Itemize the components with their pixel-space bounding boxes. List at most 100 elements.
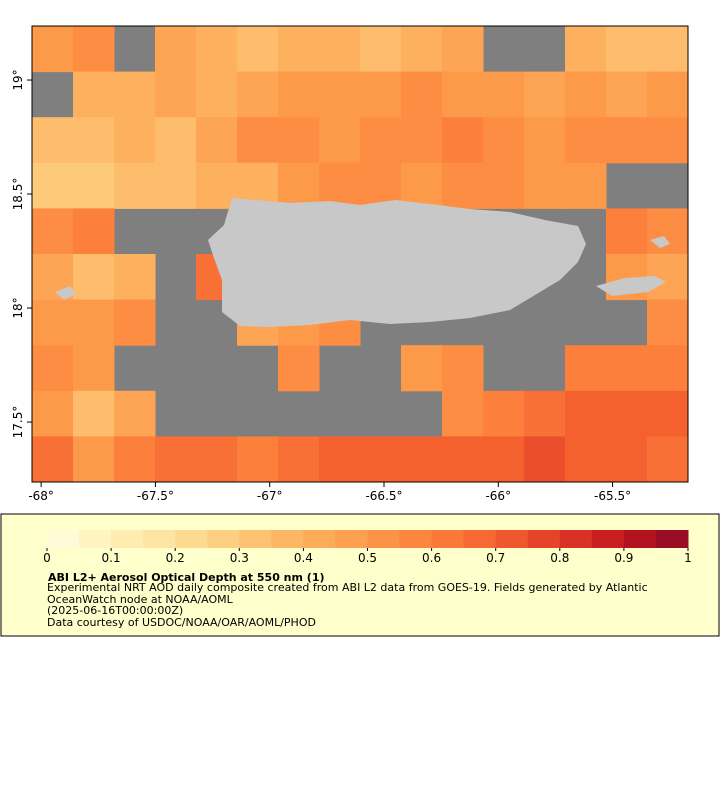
aod-cell	[155, 162, 197, 209]
aod-cell	[442, 436, 484, 483]
aod-cell	[524, 436, 566, 483]
colorbar-tick-label: 0.5	[358, 551, 377, 565]
aod-cell	[237, 436, 279, 483]
aod-cell	[278, 117, 320, 164]
colorbar-tick-label: 0.8	[550, 551, 569, 565]
legend-title: ABI L2+ Aerosol Optical Depth at 550 nm …	[48, 571, 325, 584]
aod-cell	[237, 117, 279, 164]
aod-cell	[360, 71, 402, 118]
colorbar-tick-label: 0.3	[230, 551, 249, 565]
y-tick-label: 18.5°	[11, 178, 25, 211]
aod-cell	[32, 299, 74, 346]
aod-cell	[73, 208, 115, 255]
colorbar-step	[303, 530, 336, 548]
vieques	[596, 276, 666, 296]
aod-cell	[647, 71, 689, 118]
aod-cell	[565, 390, 607, 437]
colorbar-step	[591, 530, 625, 548]
colorbar-step	[207, 530, 240, 548]
colorbar-tick-label: 0.2	[166, 551, 185, 565]
colorbar-step	[239, 530, 272, 548]
aod-cell	[483, 162, 525, 209]
aod-cell	[73, 254, 115, 301]
colorbar-tick-label: 0	[43, 551, 51, 565]
aod-cell	[73, 71, 115, 118]
aod-cell	[565, 26, 607, 73]
colorbar-step	[399, 530, 433, 548]
aod-cell	[319, 26, 361, 73]
legend-info: Experimental NRT AOD daily composite cre…	[47, 582, 687, 628]
culebra	[650, 236, 670, 248]
aod-cell	[606, 390, 648, 437]
aod-cell	[524, 162, 566, 209]
colorbar-tick-label: 0.4	[294, 551, 313, 565]
colorbar-step	[655, 530, 689, 548]
aod-cell	[278, 26, 320, 73]
aod-cell	[442, 117, 484, 164]
aod-cell	[73, 345, 115, 392]
aod-cell	[32, 117, 74, 164]
aod-cell	[401, 345, 443, 392]
colorbar-step	[367, 530, 401, 548]
aod-cell	[401, 71, 443, 118]
aod-cell	[647, 299, 689, 346]
aod-cell	[565, 117, 607, 164]
aod-cell	[114, 117, 156, 164]
aod-cell	[606, 26, 648, 73]
aod-cell	[155, 26, 197, 73]
colorbar-tick-label: 0.1	[102, 551, 121, 565]
aod-cell	[483, 117, 525, 164]
land	[55, 198, 670, 327]
x-tick-label: -67°	[257, 489, 283, 503]
aod-cell	[196, 71, 238, 118]
aod-cell	[73, 436, 115, 483]
aod-cell	[73, 390, 115, 437]
colorbar-step	[623, 530, 657, 548]
aod-cell	[360, 117, 402, 164]
aod-cell	[360, 26, 402, 73]
aod-cell	[647, 390, 689, 437]
aod-cell	[196, 26, 238, 73]
aod-cell	[483, 436, 525, 483]
colorbar-step	[47, 530, 80, 548]
aod-cell	[319, 117, 361, 164]
x-tick-label: -67.5°	[137, 489, 174, 503]
aod-cell	[114, 436, 156, 483]
colorbar-step	[79, 530, 112, 548]
aod-cell	[155, 71, 197, 118]
colorbar-step	[527, 530, 561, 548]
aod-cell	[606, 117, 648, 164]
aod-cell	[278, 436, 320, 483]
colorbar-step	[143, 530, 176, 548]
colorbar-step	[271, 530, 304, 548]
aod-cell	[401, 26, 443, 73]
colorbar-step	[463, 530, 497, 548]
aod-cell	[73, 299, 115, 346]
x-tick-label: -66°	[485, 489, 511, 503]
aod-cell	[278, 162, 320, 209]
aod-cell	[114, 71, 156, 118]
colorbar-step	[559, 530, 593, 548]
aod-cell	[442, 390, 484, 437]
description: Experimental NRT AOD daily composite cre…	[47, 582, 648, 606]
colorbar-tick-label: 1	[684, 551, 692, 565]
aod-cell	[647, 26, 689, 73]
aod-cell	[196, 436, 238, 483]
aod-cell	[606, 345, 648, 392]
aod-cell	[524, 117, 566, 164]
aod-cell	[73, 162, 115, 209]
aod-cell	[114, 299, 156, 346]
y-tick-label: 17.5°	[11, 406, 25, 439]
colorbar-tick-label: 0.9	[614, 551, 633, 565]
x-tick-label: -68°	[28, 489, 54, 503]
aod-cell	[647, 117, 689, 164]
aod-cell	[114, 254, 156, 301]
aod-cell	[401, 436, 443, 483]
aod-cell	[73, 117, 115, 164]
aod-cell	[565, 71, 607, 118]
aod-cell	[483, 71, 525, 118]
aod-cell	[524, 390, 566, 437]
colorbar-step	[111, 530, 144, 548]
y-tick-label: 18°	[11, 297, 25, 318]
colorbar-tick-label: 0.7	[486, 551, 505, 565]
